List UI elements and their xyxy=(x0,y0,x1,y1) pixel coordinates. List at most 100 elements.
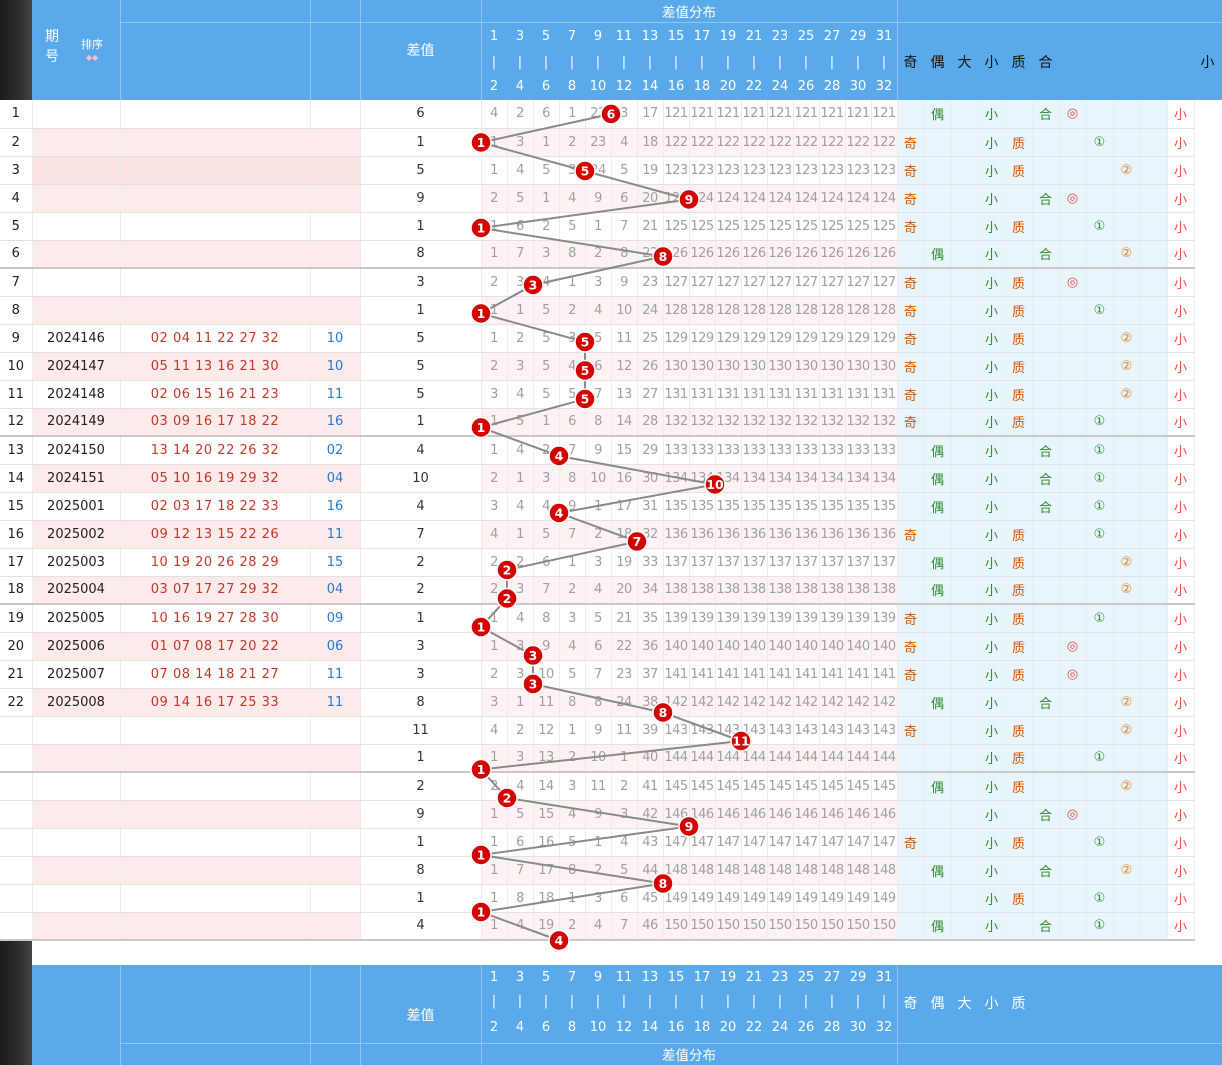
header-dist-col-bottom: 28 xyxy=(823,79,841,94)
table-row[interactable]: 12 2024149 03 09 16 17 18 22 16 1 1 5 1 6 8 14 28 13… xyxy=(0,408,1195,437)
footer-dist-col-bottom: 2 xyxy=(489,1020,499,1035)
table-row[interactable]: 19 2025005 10 16 19 27 28 30 09 1 1 4 8 3 5 21 35 13… xyxy=(0,604,1195,633)
dist-cell: 124 xyxy=(845,184,872,213)
dist-cell: 140 xyxy=(845,632,872,661)
attr-cell xyxy=(951,184,979,213)
table-row[interactable]: 1 6 4 2 6 1 22 3 17 121 121 121 121 121 121 121 121 121 偶小… xyxy=(0,100,1195,129)
table-row[interactable]: 6 8 1 7 3 8 2 8 22 126 126 126 126 126 126 126 126 126 偶小合… xyxy=(0,240,1195,269)
footer-dist-col-top: 9 xyxy=(593,970,603,985)
attr-cell xyxy=(1059,408,1087,437)
attr-cell xyxy=(1086,240,1114,269)
attr-cell xyxy=(1032,212,1060,241)
table-row[interactable]: 9 2024146 02 04 11 22 27 32 10 5 1 2 5 3 5 11 25 129… xyxy=(0,324,1195,353)
attr-cell: 质 xyxy=(1005,716,1033,745)
attr-cell: ② xyxy=(1113,380,1141,409)
table-row[interactable]: 15 2025001 02 03 17 18 22 33 16 4 3 4 4 9 1 17 31 13… xyxy=(0,492,1195,521)
attr-cell xyxy=(897,436,925,465)
dist-cell: 6 xyxy=(533,548,560,577)
row-number: 4 xyxy=(0,184,33,213)
dist-cell: 147 xyxy=(767,828,794,857)
dist-cell: 3 xyxy=(533,240,560,269)
attr-cell xyxy=(1005,240,1033,269)
sum-value xyxy=(310,800,361,829)
table-row[interactable]: 7 3 2 3 4 1 3 9 23 127 127 127 127 127 127 127 127 127 奇小质… xyxy=(0,268,1195,297)
footer-attr-0: 奇 xyxy=(903,996,918,1012)
dist-cell: 1 xyxy=(481,436,508,465)
table-row[interactable]: 1 1 3 13 2 10 1 40 144 144 144 144 144 144 144 144 144 小质… xyxy=(0,744,1195,773)
table-row[interactable]: 9 1 5 15 4 9 3 42 146 146 146 146 146 146 146 146 146 小合 ◎… xyxy=(0,800,1195,829)
sum-value: 16 xyxy=(310,408,361,437)
attr-cell xyxy=(1086,184,1114,213)
dist-cell: 17 xyxy=(611,492,638,521)
footer-attr-1: 偶 xyxy=(930,996,945,1012)
table-row[interactable]: 11 4 2 12 1 9 11 39 143 143 143 143 143 143 143 143 143 奇… xyxy=(0,716,1195,745)
table-row[interactable]: 11 2024148 02 06 15 16 21 23 11 5 3 4 5 5 7 13 27 13… xyxy=(0,380,1195,409)
dist-cell: 1 xyxy=(481,632,508,661)
sort-button[interactable]: 排序 ◆◆ xyxy=(72,34,112,68)
table-row[interactable]: 3 5 1 4 5 3 24 5 19 123 123 123 123 123 123 123 123 123 奇小… xyxy=(0,156,1195,185)
dist-cell: 2 xyxy=(481,268,508,297)
attr-cell xyxy=(924,184,952,213)
dist-cell: 129 xyxy=(663,324,690,353)
row-number: 20 xyxy=(0,632,33,661)
header-dist-col-top: 21 xyxy=(745,29,763,44)
attr-cell xyxy=(924,660,952,689)
attr-cell: 合 xyxy=(1032,912,1060,941)
dist-cell: 130 xyxy=(793,352,820,381)
attr-cell: 奇 xyxy=(897,380,925,409)
table-row[interactable]: 4 9 2 5 1 4 9 6 20 124 124 124 124 124 124 124 124 124 奇小合… xyxy=(0,184,1195,213)
table-row[interactable]: 1 1 8 18 1 3 6 45 149 149 149 149 149 149 149 149 149 小质 ①… xyxy=(0,884,1195,913)
header-dist-col-pipe: | xyxy=(621,55,627,70)
dist-cell: 4 xyxy=(611,128,638,157)
footer-dist-col-top: 15 xyxy=(667,970,685,985)
table-row[interactable]: 8 1 1 1 5 2 4 10 24 128 128 128 128 128 128 128 128 128 奇小… xyxy=(0,296,1195,325)
attr-cell: 偶 xyxy=(924,688,952,717)
attr-cell xyxy=(951,912,979,941)
attr-cell: ② xyxy=(1113,324,1141,353)
attr-cell: 偶 xyxy=(924,772,952,801)
dist-cell: 4 xyxy=(585,296,612,325)
attr-cell: 合 xyxy=(1032,184,1060,213)
dist-cell: 145 xyxy=(871,772,898,801)
header-divider xyxy=(481,965,482,1065)
sum-value: 11 xyxy=(310,520,361,549)
dist-cell: 15 xyxy=(611,436,638,465)
table-row[interactable]: 14 2024151 05 10 16 19 29 32 04 10 2 1 3 8 10 16 30… xyxy=(0,464,1195,493)
table-row[interactable]: 8 1 7 17 8 2 5 44 148 148 148 148 148 148 148 148 148 偶小合… xyxy=(0,856,1195,885)
attr-cell: ① xyxy=(1086,492,1114,521)
attr-cell xyxy=(1113,296,1141,325)
attr-cell: 小 xyxy=(978,324,1006,353)
attr-cell xyxy=(1140,352,1168,381)
attr-cell xyxy=(1059,520,1087,549)
attr-cell: ① xyxy=(1086,828,1114,857)
table-row[interactable]: 10 2024147 05 11 13 16 21 30 10 5 2 3 5 4 6 12 26 13… xyxy=(0,352,1195,381)
attr-cell: 小 xyxy=(1167,744,1195,773)
attr-cell xyxy=(1086,268,1114,297)
dist-cell: 2 xyxy=(585,856,612,885)
sum-value: 16 xyxy=(310,492,361,521)
dist-cell: 126 xyxy=(767,240,794,269)
diff-value: 9 xyxy=(360,800,482,829)
dist-cell: 2 xyxy=(481,184,508,213)
table-row[interactable]: 21 2025007 07 08 14 18 21 27 11 3 2 3 10 5 7 23 37 1… xyxy=(0,660,1195,689)
table-row[interactable]: 18 2025004 03 07 17 27 29 32 04 2 2 3 7 2 4 20 34 13… xyxy=(0,576,1195,605)
table-row[interactable]: 13 2024150 13 14 20 22 26 32 02 4 1 4 2 7 9 15 29 13… xyxy=(0,436,1195,465)
table-row[interactable]: 16 2025002 09 12 13 15 22 26 11 7 4 1 5 7 2 18 32 13… xyxy=(0,520,1195,549)
header-dist-col-bottom: 26 xyxy=(797,79,815,94)
table-row[interactable]: 4 1 4 19 2 4 7 46 150 150 150 150 150 150 150 150 150 偶小合… xyxy=(0,912,1195,941)
table-row[interactable]: 17 2025003 10 19 20 26 28 29 15 2 2 2 6 1 3 19 33 13… xyxy=(0,548,1195,577)
table-row[interactable]: 5 1 1 6 2 5 1 7 21 125 125 125 125 125 125 125 125 125 奇小质… xyxy=(0,212,1195,241)
attr-cell xyxy=(1140,492,1168,521)
header-divider xyxy=(360,0,361,100)
table-row[interactable]: 1 1 6 16 5 1 4 43 147 147 147 147 147 147 147 147 147 奇小质… xyxy=(0,828,1195,857)
table-row[interactable]: 22 2025008 09 14 16 17 25 33 11 8 3 1 11 8 8 24 38 1… xyxy=(0,688,1195,717)
table-row[interactable]: 20 2025006 01 07 08 17 20 22 06 3 1 3 9 4 6 22 36 14… xyxy=(0,632,1195,661)
attr-cell: ② xyxy=(1113,716,1141,745)
table-row[interactable]: 2 2 4 14 3 11 2 41 145 145 145 145 145 145 145 145 145 偶小… xyxy=(0,772,1195,801)
diff-value: 1 xyxy=(360,604,482,633)
attr-cell: 奇 xyxy=(897,268,925,297)
table-row[interactable]: 2 1 1 3 1 2 23 4 18 122 122 122 122 122 122 122 122 122 奇小… xyxy=(0,128,1195,157)
dist-cell: 3 xyxy=(559,156,586,185)
drawn-numbers: 03 09 16 17 18 22 xyxy=(120,408,311,437)
dist-cell: 2 xyxy=(611,772,638,801)
